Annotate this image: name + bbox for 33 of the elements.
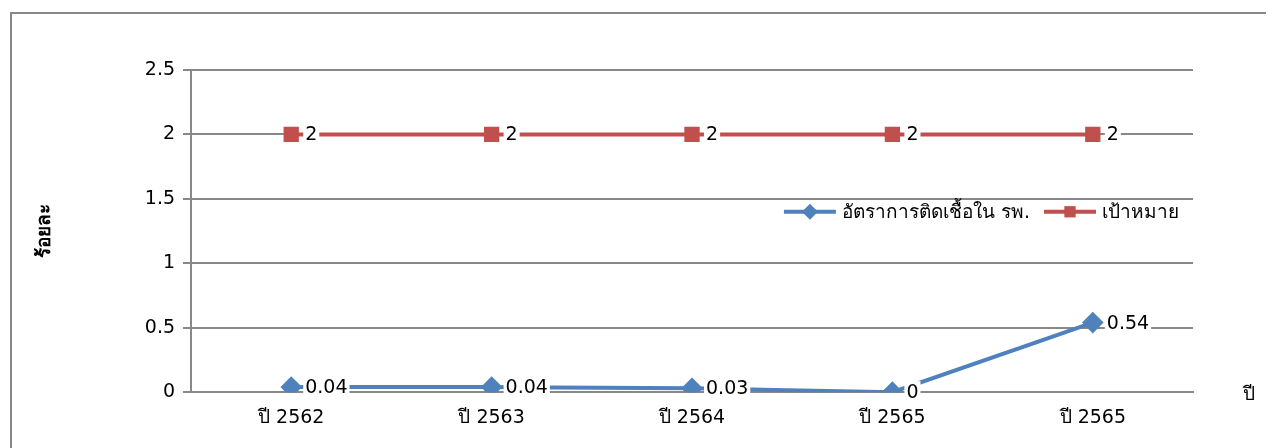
y-tick-label: 2.5	[144, 56, 176, 79]
data-label: 2	[1106, 122, 1119, 145]
y-tick-label: 0.5	[144, 314, 176, 337]
x-tick-label: ปี 2564	[657, 404, 726, 427]
point	[1082, 312, 1103, 333]
y-tick-label: 0	[162, 379, 176, 402]
x-tick-label: ปี 2563	[457, 404, 525, 427]
point	[481, 377, 502, 393]
legend-label: อัตราการติดเชื้อใน รพ.	[841, 197, 1031, 222]
point	[884, 126, 901, 143]
data-label: 0.03	[706, 376, 749, 399]
data-label: 2	[906, 122, 919, 145]
point	[281, 377, 302, 393]
point	[283, 126, 299, 143]
y-tick-label: 2	[162, 121, 176, 144]
y-tick-label: 1	[162, 250, 176, 273]
point	[483, 126, 500, 143]
x-tick-label: ปี 2562	[257, 404, 325, 427]
legend-label: เป้าหมาย	[1102, 199, 1179, 222]
x-tick-label: ปี 2565	[858, 404, 926, 427]
x-tick-label: ปี 2565	[1058, 404, 1126, 427]
y-tick-label: 1.5	[144, 185, 176, 208]
x-axis-title: ปี	[1242, 382, 1255, 405]
data-label: 2	[305, 122, 318, 145]
y-axis-title: ร้อยละ	[32, 204, 55, 259]
point	[1085, 126, 1101, 143]
data-label: 0.54	[1106, 310, 1150, 333]
data-label: 2	[505, 122, 518, 145]
data-label: 0.04	[305, 374, 348, 397]
data-label: 0.04	[505, 374, 548, 397]
point	[684, 126, 700, 143]
data-label: 2	[706, 122, 719, 145]
data-label: 0	[906, 380, 919, 403]
